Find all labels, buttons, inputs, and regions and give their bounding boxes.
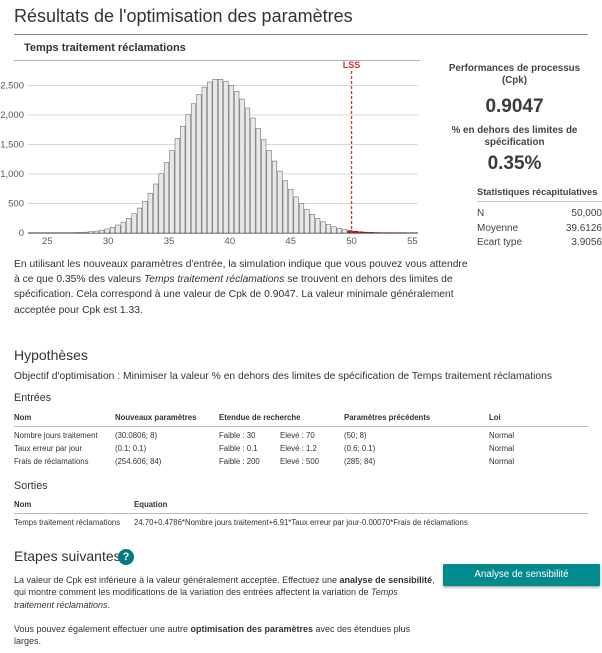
svg-text:40: 40 bbox=[225, 236, 236, 247]
svg-text:LSS: LSS bbox=[343, 60, 361, 70]
svg-text:25: 25 bbox=[42, 236, 53, 247]
svg-text:35: 35 bbox=[164, 236, 175, 247]
svg-text:55: 55 bbox=[407, 236, 418, 247]
svg-text:1,000: 1,000 bbox=[0, 169, 24, 180]
svg-text:0: 0 bbox=[19, 228, 24, 239]
svg-text:30: 30 bbox=[103, 236, 114, 247]
svg-text:500: 500 bbox=[8, 199, 24, 210]
svg-text:50: 50 bbox=[346, 236, 357, 247]
svg-text:45: 45 bbox=[285, 236, 296, 247]
svg-text:1,500: 1,500 bbox=[0, 140, 24, 151]
svg-text:2,000: 2,000 bbox=[0, 110, 24, 121]
svg-text:2,500: 2,500 bbox=[0, 81, 24, 92]
